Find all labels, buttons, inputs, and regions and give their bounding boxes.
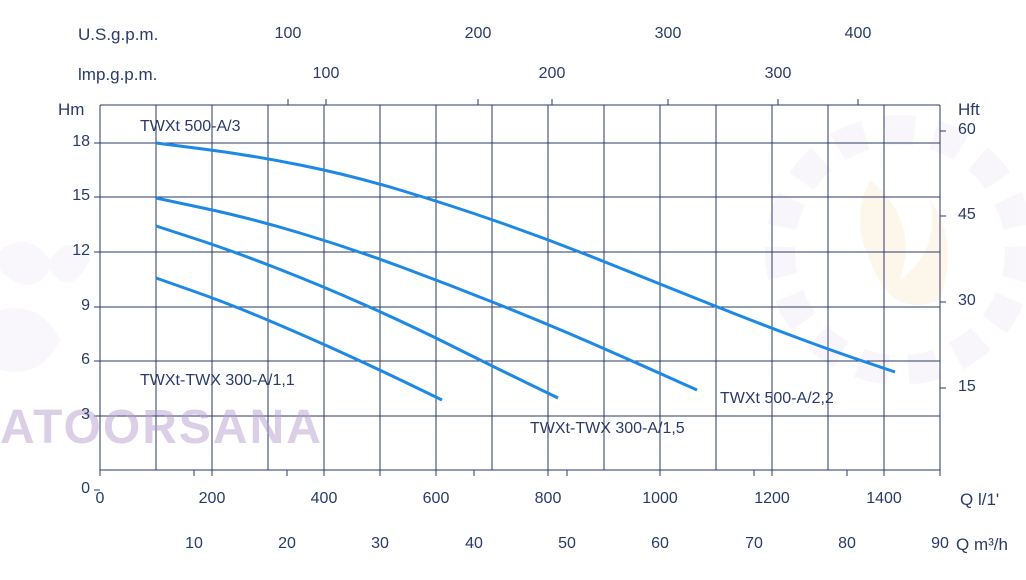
tick-hm: 12 [72, 242, 90, 260]
tick-hm: 0 [81, 480, 90, 498]
tick-hm: 3 [81, 406, 90, 424]
tick-usgpm: 100 [275, 25, 302, 43]
tick-qm3h: 80 [838, 535, 856, 553]
tick-hm: 9 [81, 297, 90, 315]
tick-usgpm: 200 [465, 25, 492, 43]
tick-ql: 1400 [866, 490, 902, 508]
tick-hft: 60 [958, 121, 976, 139]
curve-label-3: TWXt-TWX 300-A/1,1 [140, 372, 295, 390]
tick-ql: 800 [535, 490, 562, 508]
tick-ql: 400 [311, 490, 338, 508]
tick-impgpm: 300 [765, 65, 792, 83]
tick-hm: 15 [72, 187, 90, 205]
tick-hm: 6 [81, 351, 90, 369]
tick-qm3h: 30 [371, 535, 389, 553]
curve-label-1: TWXt 500-A/2,2 [720, 390, 834, 408]
tick-qm3h: 70 [745, 535, 763, 553]
axis-impgpm: lmp.g.p.m. [78, 65, 157, 85]
tick-qm3h: 60 [651, 535, 669, 553]
curve-label-2: TWXt-TWX 300-A/1,5 [530, 420, 685, 438]
tick-hft: 45 [958, 206, 976, 224]
tick-qm3h: 40 [465, 535, 483, 553]
tick-hft: 30 [958, 292, 976, 310]
axis-q-m3h: Q m³/h [956, 535, 1008, 555]
tick-ql: 1200 [754, 490, 790, 508]
tick-ql: 1000 [642, 490, 678, 508]
axis-hm: Hm [58, 100, 84, 120]
tick-ql: 600 [423, 490, 450, 508]
axis-usgpm: U.S.g.p.m. [78, 25, 158, 45]
tick-hm: 18 [72, 133, 90, 151]
axis-q-l: Q l/1' [960, 490, 999, 510]
tick-impgpm: 100 [313, 65, 340, 83]
tick-impgpm: 200 [539, 65, 566, 83]
curve-label-0: TWXt 500-A/3 [140, 118, 240, 136]
tick-qm3h: 90 [931, 535, 949, 553]
tick-hft: 15 [958, 378, 976, 396]
tick-ql: 0 [96, 490, 105, 508]
axis-hft: Hft [958, 100, 980, 120]
tick-qm3h: 20 [278, 535, 296, 553]
tick-usgpm: 400 [845, 25, 872, 43]
tick-qm3h: 10 [185, 535, 203, 553]
tick-usgpm: 300 [655, 25, 682, 43]
watermark-text: ATOORSANA [0, 400, 323, 455]
tick-ql: 200 [199, 490, 226, 508]
tick-qm3h: 50 [558, 535, 576, 553]
